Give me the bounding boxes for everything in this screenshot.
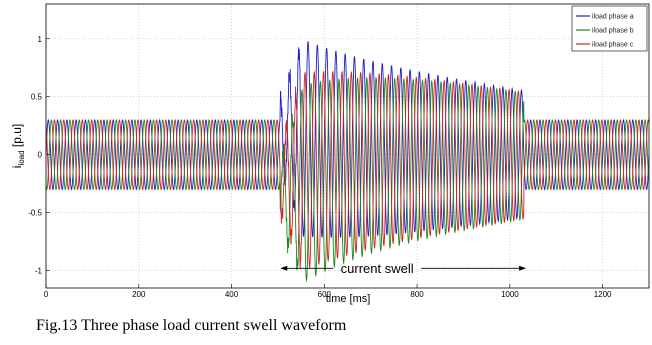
x-tick-label: 0 <box>44 290 49 299</box>
y-axis-label-unit: [p.u] <box>10 124 24 151</box>
figure-caption: Fig.13 Three phase load current swell wa… <box>36 317 347 334</box>
series-line-2 <box>45 76 650 283</box>
x-axis-label: time [ms] <box>326 293 371 305</box>
ticks-layer: 0 200 400 600 800 1000 1200 -1 -0.5 0 0.5 1 <box>28 35 612 299</box>
x-tick-label: 800 <box>410 290 424 299</box>
x-tick-label: 1200 <box>594 290 612 299</box>
y-axis-label-sub: load <box>17 150 26 165</box>
x-tick-label: 400 <box>225 290 239 299</box>
y-tick-label: 1 <box>38 35 43 44</box>
legend-entry: iload phase a <box>592 14 634 21</box>
annotation-arrowhead-right <box>519 265 527 271</box>
annotation: current swell <box>280 261 527 276</box>
x-tick-label: 200 <box>132 290 146 299</box>
y-axis-label: iload [p.u] <box>10 124 26 168</box>
legend: iload phase a iload phase b iload phase c <box>571 5 648 52</box>
plot-frame <box>45 3 650 289</box>
y-tick-label: 0 <box>38 151 43 160</box>
series-line-3 <box>45 70 650 270</box>
y-axis-label-main: i <box>10 166 24 169</box>
x-tick-label: 1000 <box>501 290 519 299</box>
y-tick-label: 0.5 <box>31 93 43 102</box>
y-tick-label: -1 <box>35 267 43 276</box>
series-layer <box>45 41 650 283</box>
annotation-label: current swell <box>341 261 414 276</box>
series-line-1 <box>45 41 650 238</box>
y-tick-label: -0.5 <box>28 209 42 218</box>
annotation-arrowhead-left <box>280 265 288 271</box>
legend-entry: iload phase b <box>592 28 634 35</box>
x-tick-label: 600 <box>318 290 332 299</box>
legend-entry: iload phase c <box>592 42 634 49</box>
